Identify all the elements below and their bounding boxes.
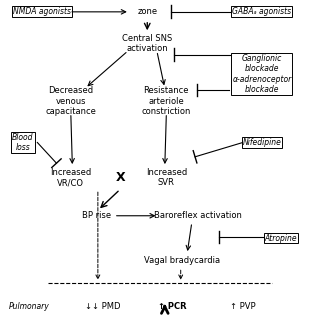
Text: ↑ PCR: ↑ PCR: [158, 302, 187, 311]
Text: zone: zone: [137, 7, 157, 16]
Text: Increased
SVR: Increased SVR: [146, 168, 187, 187]
Text: Pulmonary: Pulmonary: [9, 302, 50, 311]
Text: Baroreflex activation: Baroreflex activation: [154, 211, 242, 220]
Text: BP rise: BP rise: [82, 211, 111, 220]
Text: NMDA agonists: NMDA agonists: [13, 7, 71, 16]
Text: ↓↓ PMD: ↓↓ PMD: [85, 302, 120, 311]
Text: X: X: [116, 171, 125, 184]
Text: Central SNS
activation: Central SNS activation: [122, 34, 172, 53]
Text: Resistance
arteriole
constriction: Resistance arteriole constriction: [142, 86, 191, 116]
Text: Decreased
venous
capacitance: Decreased venous capacitance: [45, 86, 96, 116]
Text: Atropine: Atropine: [265, 234, 297, 243]
Text: Nifedipine: Nifedipine: [243, 138, 281, 147]
Text: Blood
loss: Blood loss: [12, 133, 34, 152]
Text: Ganglionic
blockade
α-adrenoceptor
blockade: Ganglionic blockade α-adrenoceptor block…: [232, 54, 292, 94]
Text: Increased
VR/CO: Increased VR/CO: [50, 168, 92, 187]
Text: Vagal bradycardia: Vagal bradycardia: [144, 256, 220, 265]
Text: GABAₐ agonists: GABAₐ agonists: [232, 7, 292, 16]
Text: ↑ PVP: ↑ PVP: [230, 302, 256, 311]
